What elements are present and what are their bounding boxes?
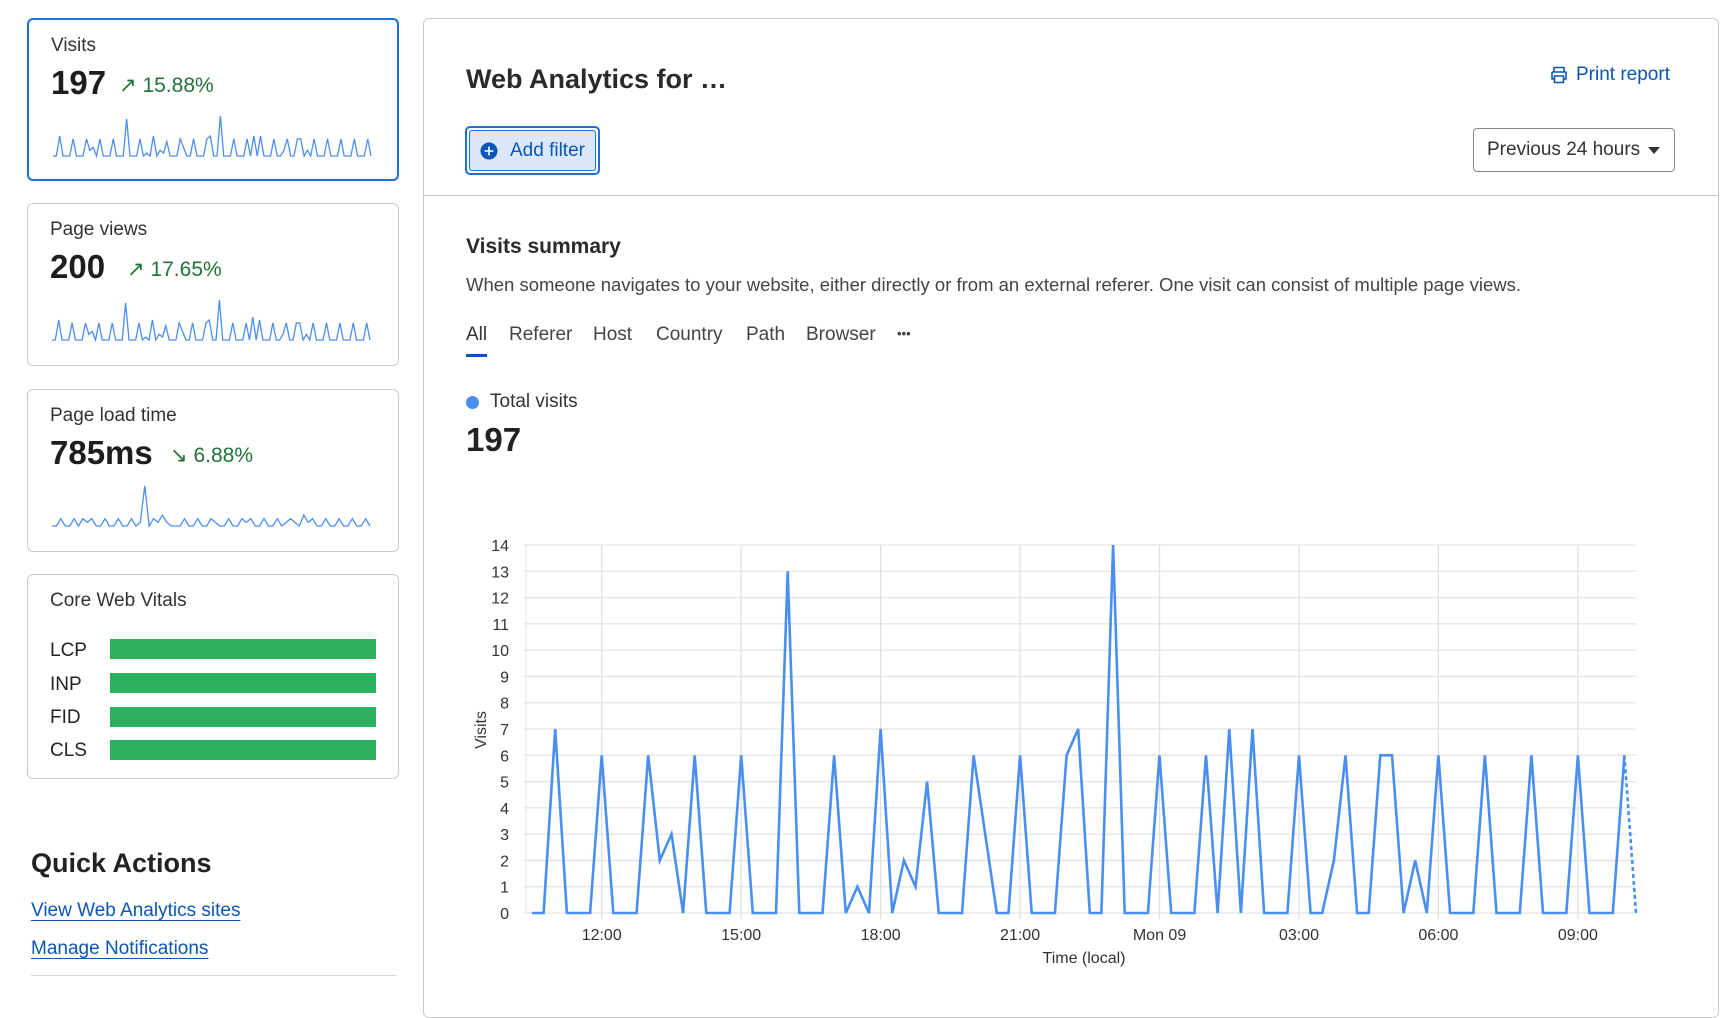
cwv-bar-lcp (110, 639, 376, 659)
page-title: Web Analytics for … (466, 64, 728, 94)
card-change: ↗ 17.65% (127, 257, 222, 282)
legend-dot-icon (466, 395, 479, 409)
card-label: Page load time (50, 405, 177, 426)
card-value: 785ms (50, 434, 153, 471)
card-value: 197 (51, 64, 107, 101)
sparkline-line (53, 115, 372, 159)
card-change: ↘ 6.88% (170, 443, 253, 468)
active-tab-indicator (466, 354, 487, 357)
card-change: ↗ 15.88% (119, 73, 214, 98)
tab-path[interactable]: Path (746, 324, 786, 345)
page-load-time-card[interactable]: Page load time 785ms ↘ 6.88% (27, 389, 399, 552)
divider (31, 975, 396, 976)
page-load-time-sparkline (52, 485, 371, 528)
more-tabs-button[interactable]: ••• (897, 326, 911, 341)
view-web-analytics-sites-link[interactable]: View Web Analytics sites (31, 900, 241, 921)
page-views-card[interactable]: Page views 200 ↗ 17.65% (27, 203, 399, 366)
change-percent: 17.65% (150, 258, 222, 281)
quick-actions-title: Quick Actions (31, 848, 212, 878)
sparkline-line (52, 485, 371, 528)
cwv-label-cls: CLS (50, 740, 87, 761)
arrow-up-right-icon: ↗ (127, 258, 145, 281)
card-label: Visits (51, 35, 97, 56)
arrow-down-right-icon: ↘ (170, 444, 188, 467)
time-range-value: Previous 24 hours (1487, 139, 1641, 160)
printer-icon (1551, 66, 1567, 84)
caret-down-icon (1648, 146, 1661, 154)
sparkline-line (52, 299, 371, 343)
print-report-button[interactable]: Print report (1550, 64, 1670, 86)
cwv-label-inp: INP (50, 674, 82, 695)
add-filter-label: Add filter (510, 139, 585, 161)
time-range-select[interactable]: Previous 24 hours (1473, 128, 1675, 172)
cwv-bar-cls (110, 740, 376, 760)
plus-circle-icon (480, 142, 498, 159)
tab-country[interactable]: Country (656, 324, 723, 345)
cwv-label-fid: FID (50, 707, 81, 728)
legend-label: Total visits (490, 391, 578, 412)
section-description: When someone navigates to your website, … (466, 274, 1521, 295)
card-value: 200 (50, 248, 106, 285)
cwv-bar-fid (110, 707, 376, 727)
visits-sparkline (53, 115, 372, 159)
legend-total-visits[interactable]: Total visits (466, 391, 578, 413)
change-percent: 15.88% (142, 74, 214, 97)
card-label: Page views (50, 219, 148, 240)
change-percent: 6.88% (193, 444, 253, 467)
print-report-label: Print report (1576, 64, 1670, 85)
add-filter-button[interactable]: Add filter (465, 126, 600, 175)
tab-all[interactable]: All (466, 324, 488, 345)
core-web-vitals-card[interactable]: Core Web Vitals LCP INP FID CLS (27, 574, 399, 779)
tab-host[interactable]: Host (593, 324, 633, 345)
tab-browser[interactable]: Browser (806, 324, 876, 345)
tab-referer[interactable]: Referer (509, 324, 573, 345)
section-title: Visits summary (466, 235, 621, 258)
manage-notifications-link[interactable]: Manage Notifications (31, 938, 209, 959)
cwv-label-lcp: LCP (50, 640, 87, 661)
header-divider (424, 195, 1718, 196)
card-label: Core Web Vitals (50, 590, 187, 611)
arrow-up-right-icon: ↗ (119, 74, 137, 97)
page-views-sparkline (52, 299, 371, 343)
total-visits-value: 197 (466, 421, 522, 458)
visits-card[interactable]: Visits 197 ↗ 15.88% (27, 18, 399, 181)
cwv-bar-inp (110, 673, 376, 693)
